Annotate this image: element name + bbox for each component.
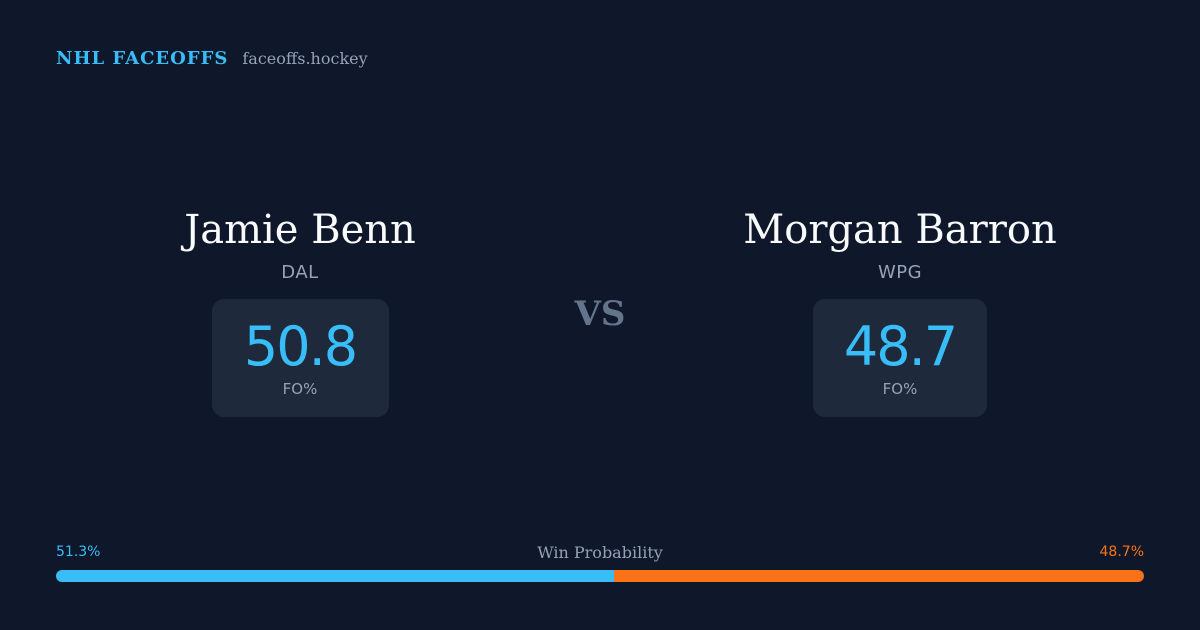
player-right-team: WPG — [877, 262, 923, 283]
player-left-stat-card: 50.8 FO% — [211, 299, 389, 417]
player-right: Morgan Barron WPG 48.7 FO% — [680, 200, 1120, 417]
win-probability-left-fill — [56, 570, 615, 582]
player-left-stat-label: FO% — [282, 380, 318, 398]
win-probability-title: Win Probability — [537, 543, 663, 562]
win-probability-left-label: 51.3% — [56, 544, 101, 560]
brand-header: NHL FACEOFFS faceoffs.hockey — [56, 48, 368, 69]
win-probability-right-fill — [614, 570, 1144, 582]
brand-site: faceoffs.hockey — [242, 49, 368, 68]
player-right-stat-card: 48.7 FO% — [813, 299, 987, 417]
player-left-stat-value: 50.8 — [243, 315, 358, 378]
player-right-name: Morgan Barron — [743, 207, 1057, 253]
player-right-stat-value: 48.7 — [843, 315, 958, 378]
vs-label: VS — [574, 294, 626, 334]
brand-title: NHL FACEOFFS — [56, 48, 229, 69]
player-right-stat-label: FO% — [882, 380, 918, 398]
win-probability-right-label: 48.7% — [1099, 544, 1144, 560]
player-left-name: Jamie Benn — [184, 207, 416, 253]
player-left-team: DAL — [281, 262, 319, 283]
player-left: Jamie Benn DAL 50.8 FO% — [80, 200, 520, 417]
win-probability-bar — [56, 570, 1144, 582]
